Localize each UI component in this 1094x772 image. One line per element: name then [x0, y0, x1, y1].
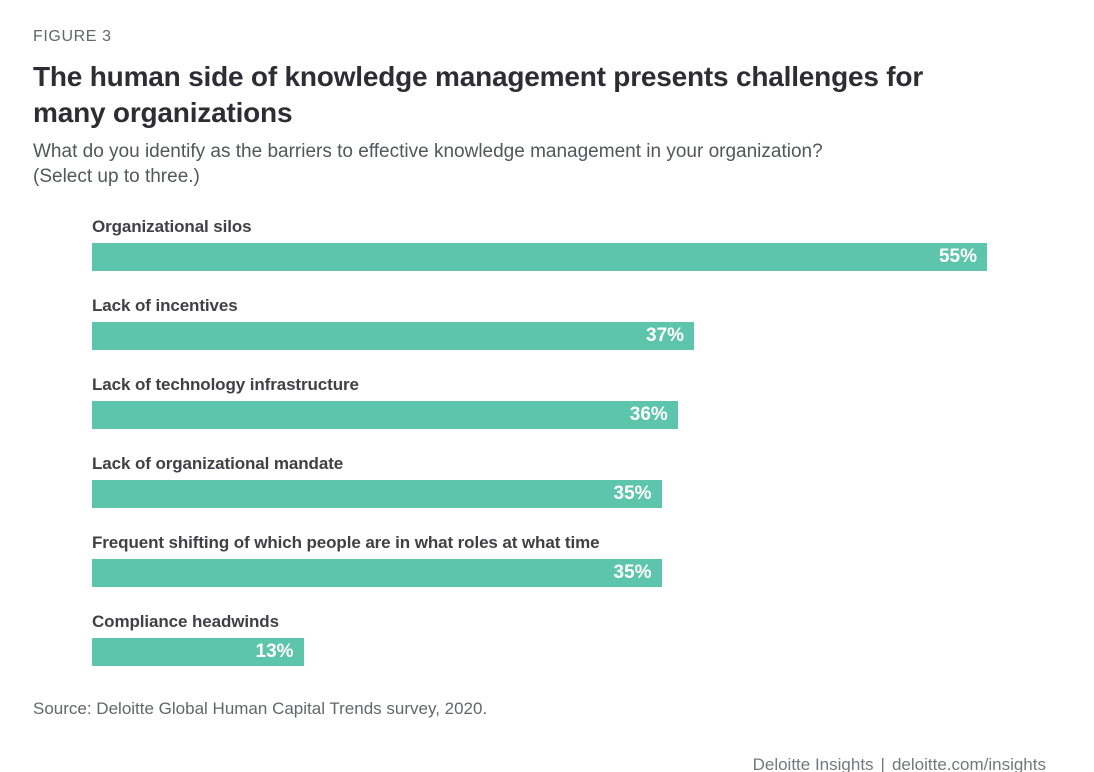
bar: 36%	[92, 401, 678, 429]
bar-category-label: Lack of technology infrastructure	[92, 375, 359, 394]
chart-row: Lack of incentives 37%	[92, 295, 987, 350]
bar: 13%	[92, 638, 304, 666]
bar-category-label: Lack of incentives	[92, 296, 238, 315]
bar-value-label: 37%	[646, 325, 685, 346]
chart-row: Compliance headwinds 13%	[92, 611, 987, 666]
bar-value-label: 36%	[629, 404, 668, 425]
bar-category-label: Lack of organizational mandate	[92, 454, 344, 473]
bar-value-label: 13%	[255, 641, 294, 662]
bar-value-label: 35%	[613, 562, 652, 583]
bar: 35%	[92, 559, 662, 587]
chart-title-line-1: The human side of knowledge management p…	[33, 61, 924, 92]
chart-subtitle: What do you identify as the barriers to …	[33, 139, 1094, 189]
figure-number-label: FIGURE 3	[33, 28, 112, 45]
chart-title-line-2: many organizations	[33, 97, 293, 128]
footer-separator: |	[880, 755, 885, 772]
bar: 37%	[92, 322, 695, 350]
bar: 35%	[92, 480, 662, 508]
chart-row: Organizational silos 55%	[92, 216, 987, 271]
source-note: Source: Deloitte Global Human Capital Tr…	[33, 699, 488, 718]
figure-page: FIGURE 3 The human side of knowledge man…	[0, 28, 1094, 772]
chart-subtitle-line-2: (Select up to three.)	[33, 166, 200, 187]
chart-title: The human side of knowledge management p…	[33, 59, 1094, 131]
footer-brand-text: Deloitte Insights	[752, 755, 874, 772]
chart-row: Frequent shifting of which people are in…	[92, 532, 987, 587]
footer-url-text: deloitte.com/insights	[891, 755, 1046, 772]
bar-value-label: 35%	[613, 483, 652, 504]
bar-category-label: Frequent shifting of which people are in…	[92, 533, 600, 552]
bar-chart: Organizational silos 55% Lack of incentive…	[92, 216, 987, 666]
chart-row: Lack of organizational mandate 35%	[92, 453, 987, 508]
bar-category-label: Compliance headwinds	[92, 612, 279, 631]
bar: 55%	[92, 243, 987, 271]
chart-row: Lack of technology infrastructure 36%	[92, 374, 987, 429]
footer-branding: Deloitte Insights | deloitte.com/insights	[753, 755, 1046, 772]
chart-subtitle-line-1: What do you identify as the barriers to …	[33, 141, 823, 162]
bar-value-label: 55%	[938, 246, 977, 267]
bar-category-label: Organizational silos	[92, 217, 252, 236]
